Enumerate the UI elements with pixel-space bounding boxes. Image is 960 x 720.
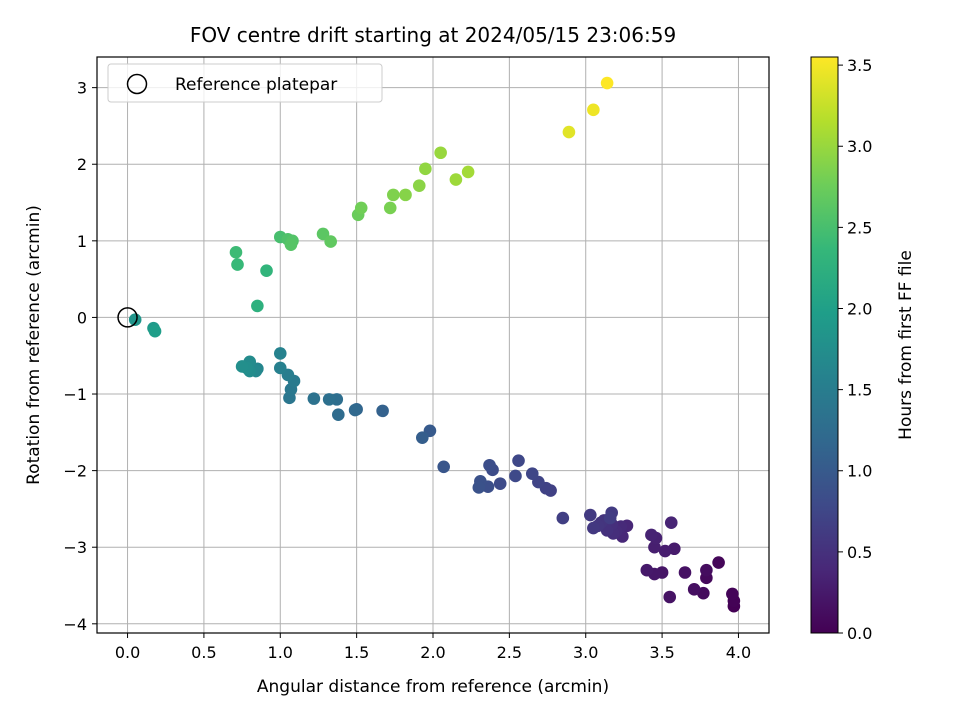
scatter-point xyxy=(260,264,273,278)
scatter-point xyxy=(512,454,525,467)
x-tick-label: 3.0 xyxy=(573,643,598,662)
scatter-point xyxy=(525,467,539,480)
scatter-point xyxy=(399,188,412,202)
colorbar-tick-label: 1.5 xyxy=(847,381,872,400)
scatter-point xyxy=(645,528,658,542)
scatter-point xyxy=(663,590,677,604)
y-tick-label: −1 xyxy=(63,385,87,404)
colorbar-ticks: 0.0 0.5 1.0 1.5 2.0 2.5 3.0 3.5 xyxy=(838,56,872,643)
scatter-point xyxy=(434,146,447,160)
y-axis-ticks: −4 −3 −2 −1 0 1 2 3 xyxy=(63,79,97,634)
chart-title: FOV centre drift starting at 2024/05/15 … xyxy=(190,23,676,47)
colorbar-tick-label: 3.0 xyxy=(847,137,872,156)
scatter-point xyxy=(562,125,576,139)
scatter-point xyxy=(664,516,678,530)
scatter-point xyxy=(556,511,570,525)
legend-open-circle-marker xyxy=(126,73,148,95)
scatter-point xyxy=(640,563,654,577)
scatter-point xyxy=(587,521,600,535)
scatter-point xyxy=(587,103,600,117)
scatter-point xyxy=(148,324,162,338)
scatter-point xyxy=(509,469,522,483)
scatter-point xyxy=(437,460,450,474)
x-tick-label: 4.0 xyxy=(726,643,751,662)
y-axis-label: Rotation from reference (arcmin) xyxy=(24,205,44,485)
scatter-point xyxy=(273,347,287,360)
x-tick-label: 2.0 xyxy=(420,643,445,662)
y-tick-label: −2 xyxy=(63,462,87,481)
scatter-point xyxy=(348,403,362,417)
x-axis-label: Angular distance from reference (arcmin) xyxy=(257,677,609,697)
scatter-point xyxy=(584,508,597,522)
y-tick-label: −3 xyxy=(63,538,87,557)
y-tick-label: 3 xyxy=(77,79,87,98)
scatter-point xyxy=(419,162,432,176)
x-tick-label: 1.5 xyxy=(344,643,369,662)
scatter-point xyxy=(316,227,330,241)
scatter-point xyxy=(472,481,486,494)
scatter-point xyxy=(284,238,298,251)
scatter-point xyxy=(712,556,725,569)
y-tick-label: −4 xyxy=(63,615,87,634)
scatter-point xyxy=(416,431,429,444)
x-tick-label: 0.5 xyxy=(191,643,216,662)
scatter-point xyxy=(324,235,337,248)
scatter-point xyxy=(700,563,713,577)
scatter-point xyxy=(229,246,243,259)
x-tick-label: 2.5 xyxy=(497,643,522,662)
scatter-point xyxy=(483,458,496,472)
x-tick-label: 0.0 xyxy=(115,643,140,662)
scatter-point xyxy=(461,165,475,179)
colorbar-gradient xyxy=(810,56,839,634)
scatter-point xyxy=(332,408,345,422)
scatter-point xyxy=(322,393,336,406)
y-tick-label: 0 xyxy=(77,308,87,327)
legend: Reference platepar xyxy=(107,63,383,103)
scatter-point xyxy=(493,477,507,490)
y-tick-label: 1 xyxy=(77,232,87,251)
scatter-point xyxy=(412,179,426,192)
legend-entry-label: Reference platepar xyxy=(175,75,337,95)
scatter-point xyxy=(251,299,264,313)
scatter-point xyxy=(600,76,614,90)
scatter-point xyxy=(128,313,142,327)
scatter-point xyxy=(449,173,463,186)
scatter-point xyxy=(383,201,397,215)
scatter-point xyxy=(235,360,249,373)
scatter-points xyxy=(117,76,741,613)
scatter-point xyxy=(386,188,400,202)
scatter-point xyxy=(307,392,321,405)
scatter-point xyxy=(687,583,701,596)
reference-platepar-marker xyxy=(117,307,138,328)
y-tick-label: 2 xyxy=(77,155,87,174)
x-tick-label: 3.5 xyxy=(649,643,674,662)
scatter-point xyxy=(726,587,739,601)
colorbar-tick-label: 2.5 xyxy=(847,218,872,237)
scatter-point xyxy=(376,404,389,418)
scatter-point xyxy=(658,544,672,558)
scatter-point xyxy=(273,361,287,375)
colorbar-tick-label: 0.0 xyxy=(847,624,872,643)
x-tick-label: 1.0 xyxy=(268,643,293,662)
scatter-point xyxy=(603,511,617,525)
scatter-point xyxy=(354,201,368,215)
colorbar-tick-label: 2.0 xyxy=(847,299,872,318)
x-axis-ticks: 0.0 0.5 1.0 1.5 2.0 2.5 3.0 3.5 4.0 xyxy=(115,633,751,662)
colorbar-tick-label: 0.5 xyxy=(847,543,872,562)
colorbar-tick-label: 1.0 xyxy=(847,462,872,481)
scatter-point xyxy=(231,258,244,271)
colorbar-tick-label: 3.5 xyxy=(847,56,872,75)
scatter-point xyxy=(678,566,692,579)
colorbar: 0.0 0.5 1.0 1.5 2.0 2.5 3.0 3.5 Hours from firs… xyxy=(810,56,916,643)
legend-box xyxy=(107,63,383,103)
colorbar-label: Hours from first FF file xyxy=(896,250,916,440)
